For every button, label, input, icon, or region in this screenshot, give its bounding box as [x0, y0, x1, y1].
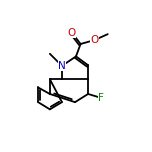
Text: F: F	[98, 93, 104, 103]
Text: O: O	[90, 35, 99, 45]
Text: N: N	[58, 61, 66, 71]
Text: O: O	[68, 28, 76, 38]
